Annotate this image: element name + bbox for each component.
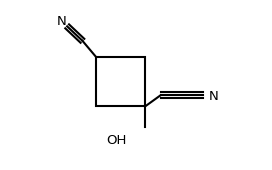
- Text: OH: OH: [106, 134, 127, 147]
- Text: N: N: [209, 90, 219, 103]
- Text: N: N: [57, 15, 67, 28]
